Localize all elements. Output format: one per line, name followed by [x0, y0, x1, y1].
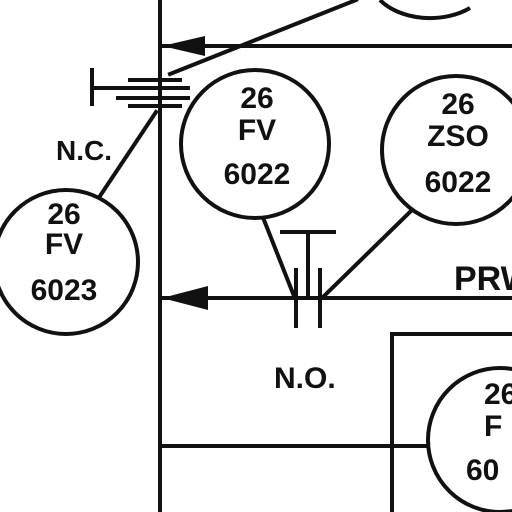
- top-partial-bubble: [378, 0, 472, 21]
- fv6023-line3: 6023: [31, 274, 98, 307]
- fv6022-line2: FV: [238, 114, 276, 147]
- top-arrow-icon: [162, 36, 205, 56]
- diagonal-signal-line: [167, 0, 359, 77]
- fv6022-line1: 26: [240, 82, 273, 115]
- fv6023-line2: FV: [45, 228, 83, 261]
- partial-line2: F: [484, 410, 502, 443]
- fv6023-line1: 26: [47, 198, 80, 231]
- nc-to-fv6023-line: [97, 109, 159, 199]
- instrument-bubble-partial: 26 F 60: [426, 366, 512, 512]
- nc-label: N.C.: [56, 135, 112, 166]
- instrument-bubble-zso-6022: 26 ZSO 6022: [380, 74, 512, 226]
- zso6022-line1: 26: [441, 88, 474, 121]
- partial-line3: 60: [466, 454, 499, 487]
- no-label: N.O.: [274, 362, 336, 395]
- prw-label: PRW: [454, 260, 512, 298]
- fv6022-line3: 6022: [224, 158, 291, 191]
- middle-arrow-icon: [162, 286, 208, 310]
- instrument-bubble-fv-6022: 26 FV 6022: [179, 68, 331, 220]
- zso6022-to-no-line: [321, 209, 413, 299]
- zso6022-line3: 6022: [425, 166, 492, 199]
- zso6022-line2: ZSO: [427, 120, 489, 153]
- fv6022-to-no-line: [261, 217, 297, 299]
- instrument-bubble-fv-6023: 26 FV 6023: [0, 188, 140, 336]
- partial-line1: 26: [484, 378, 512, 411]
